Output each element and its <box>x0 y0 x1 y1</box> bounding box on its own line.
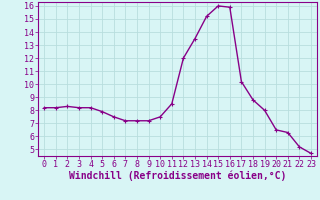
X-axis label: Windchill (Refroidissement éolien,°C): Windchill (Refroidissement éolien,°C) <box>69 171 286 181</box>
